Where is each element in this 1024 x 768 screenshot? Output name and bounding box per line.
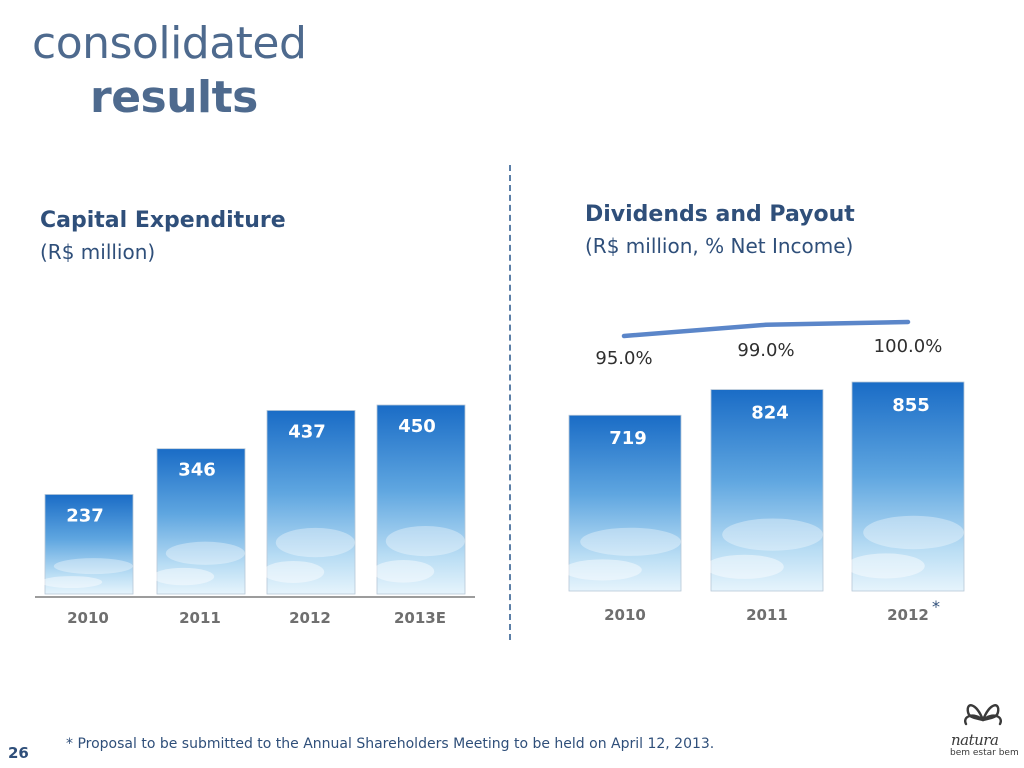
capex-subheading: (R$ million) (40, 240, 156, 264)
dividends-value-label: 824 (751, 403, 789, 424)
payout-label: 99.0% (737, 340, 794, 361)
bar-cloud (563, 559, 642, 581)
brand-tagline: bem estar bem (950, 748, 1019, 758)
title-line-2: results (90, 72, 258, 123)
chart-divider (509, 165, 511, 640)
footnote: * Proposal to be submitted to the Annual… (66, 736, 715, 752)
payout-line (621, 319, 911, 339)
dividends-chart: 719 824 855 2010 2011 2012 95.0% 99.0% 100.0% (563, 319, 965, 624)
capex-category-label: 2012 (289, 609, 331, 627)
page-number: 26 (8, 744, 29, 762)
capex-chart: 237 346 437 450 2010 2011 2012 2013E (35, 404, 475, 627)
dividends-bar (710, 389, 824, 592)
capex-heading: Capital Expenditure (40, 208, 286, 233)
bar-cloud (40, 576, 103, 589)
dividends-value-label: 855 (892, 395, 930, 416)
dividends-heading: Dividends and Payout (585, 202, 855, 227)
capex-value-label: 437 (288, 421, 326, 442)
capex-value-label: 450 (398, 416, 436, 437)
dividends-subheading: (R$ million, % Net Income) (585, 234, 854, 258)
capex-bar (266, 410, 356, 595)
bar-cloud (580, 527, 681, 556)
title-line-1: consolidated (32, 18, 307, 69)
natura-logo-icon (964, 704, 1002, 726)
dividends-category-label: 2011 (746, 606, 788, 624)
dividends-category-label: 2010 (604, 606, 646, 624)
bar-cloud (385, 525, 465, 557)
payout-label: 100.0% (874, 336, 943, 357)
dividends-asterisk: * (932, 597, 940, 616)
dividends-category-label: 2012 (887, 606, 929, 624)
bar-cloud (863, 515, 964, 550)
bar-cloud (262, 560, 325, 583)
dividends-bar (851, 381, 965, 592)
bar-cloud (165, 541, 245, 565)
dividends-value-label: 719 (609, 428, 647, 449)
bar-cloud (372, 559, 435, 583)
bar-cloud (846, 553, 925, 579)
capex-category-label: 2011 (179, 609, 221, 627)
bar-cloud (705, 554, 784, 579)
capex-value-label: 346 (178, 460, 216, 481)
bar-cloud (152, 567, 215, 586)
capex-bar (156, 448, 246, 595)
brand-wordmark: natura (951, 731, 999, 749)
capex-bar (44, 494, 134, 595)
payout-label: 95.0% (595, 348, 652, 369)
capex-bar (376, 404, 466, 595)
bar-cloud (53, 558, 133, 575)
capex-value-label: 237 (66, 505, 104, 526)
bar-cloud (722, 518, 823, 551)
capex-category-label: 2013E (394, 609, 446, 627)
dividends-bar (568, 414, 682, 592)
bar-cloud (275, 527, 355, 558)
capex-category-label: 2010 (67, 609, 109, 627)
